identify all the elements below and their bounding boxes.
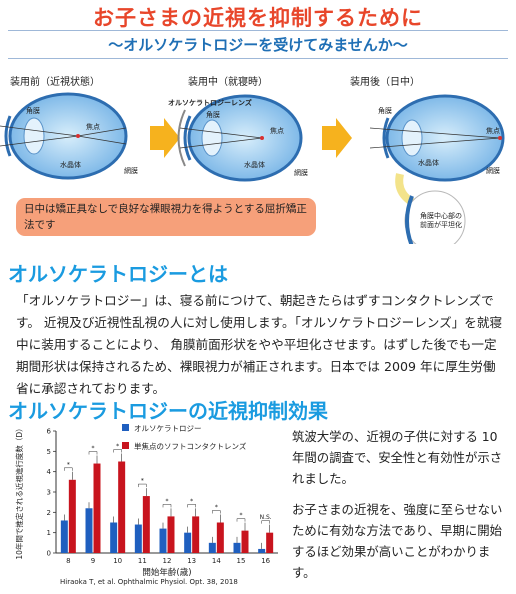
section-what-is-body: 「オルソケラトロジー」は、寝る前につけて、朝起きたらはずすコンタクトレンズです。… [16, 293, 503, 396]
x-tick-label: 13 [187, 557, 196, 565]
significance-label: * [166, 498, 169, 505]
significance-bracket [236, 518, 246, 522]
significance-label: * [240, 512, 243, 519]
significance-label: * [141, 478, 144, 485]
significance-label: * [190, 498, 193, 505]
bar-ortho [110, 522, 118, 553]
x-tick-label: 12 [163, 557, 172, 565]
x-tick-label: 14 [212, 557, 221, 565]
bar-soft-lens [68, 479, 76, 553]
y-tick-label: 3 [47, 489, 51, 497]
label-lens-3: 水晶体 [418, 159, 439, 167]
stage-after-label: 装用後（日中） [350, 77, 420, 88]
significance-label: * [67, 461, 70, 468]
x-tick-label: 9 [91, 557, 95, 565]
bar-soft-lens [192, 516, 200, 553]
y-tick-label: 4 [47, 468, 52, 476]
eye-after-diagram [369, 94, 505, 182]
y-tick-label: 5 [47, 448, 51, 456]
bar-soft-lens [118, 461, 126, 553]
significance-bracket [162, 504, 172, 508]
label-retina-2: 網膜 [294, 169, 308, 177]
stage-during-label: 装用中（就寝時） [188, 77, 268, 88]
bar-soft-lens [142, 496, 150, 553]
x-tick-label: 11 [138, 557, 147, 565]
significance-bracket [64, 467, 73, 471]
label-cornea-3: 角膜 [378, 107, 392, 115]
label-ortho-lens: オルソケラトロジーレンズ [168, 99, 252, 107]
page-subtitle: 〜オルソケラトロジーを受けてみませんか〜 [108, 36, 408, 54]
significance-bracket [261, 520, 270, 524]
stage-before-label: 装用前（近視状態） [10, 77, 100, 88]
label-retina-3: 網膜 [486, 167, 500, 175]
bar-ortho [208, 542, 216, 553]
bar-soft-lens [266, 532, 274, 553]
bar-ortho [60, 520, 68, 553]
legend-swatch [122, 424, 129, 431]
significance-bracket [88, 451, 98, 455]
legend-swatch [122, 442, 129, 449]
y-tick-label: 6 [47, 428, 52, 436]
legend-label: 単焦点のソフトコンタクトレンズ [134, 441, 247, 451]
significance-bracket [113, 449, 122, 453]
info-box: 日中は矯正具なしで良好な裸眼視力を得ようとする屈折矯正法です [16, 198, 316, 236]
significance-bracket [138, 483, 147, 488]
label-cornea: 角膜 [26, 107, 40, 115]
bar-ortho [233, 542, 241, 553]
section-what-is-title: オルソケラトロジーとは [8, 262, 228, 286]
label-lens: 水晶体 [60, 161, 81, 169]
bar-ortho [134, 524, 142, 553]
label-focus-2: 焦点 [270, 127, 284, 135]
bar-ortho [184, 532, 192, 553]
bar-soft-lens [167, 516, 175, 553]
x-tick-label: 8 [66, 557, 70, 565]
citation: Hiraoka T, et al. Ophthalmic Physiol. Op… [60, 578, 238, 586]
significance-bracket [187, 504, 196, 508]
page-title: お子さまの近視を抑制するために [93, 6, 423, 30]
eye-during-diagram [177, 94, 303, 182]
bar-ortho [258, 548, 266, 553]
arrow-icon [322, 118, 352, 158]
bar-soft-lens [93, 463, 101, 553]
x-axis-label: 開始年齢(歳) [142, 567, 191, 578]
x-tick-label: 15 [237, 557, 246, 565]
label-focus-3: 焦点 [486, 127, 500, 135]
significance-label: N.S. [260, 514, 272, 521]
eye-before-diagram [0, 92, 128, 180]
x-tick-label: 10 [113, 557, 122, 565]
conclusion-text: お子さまの近視を、強度に至らせないために有効な方法であり、早期に開始するほど効果… [292, 502, 503, 580]
label-lens-2: 水晶体 [244, 161, 265, 169]
eye-diagrams [0, 92, 505, 244]
bar-ortho [85, 508, 93, 553]
subtitle-divider [8, 58, 508, 59]
title-divider [8, 30, 508, 31]
significance-bracket [212, 510, 221, 514]
y-tick-label: 2 [47, 509, 51, 517]
study-text: 筑波大学の、近視の子供に対する 10 年間の調査で、安全性と有効性が示されました… [292, 429, 503, 486]
x-tick-label: 16 [261, 557, 270, 565]
bar-ortho [159, 528, 167, 553]
bar-soft-lens [216, 522, 224, 553]
y-tick-label: 1 [47, 529, 51, 537]
y-axis-label: 10年間で推定される近視進行度数（D） [14, 424, 24, 559]
significance-label: * [215, 504, 218, 511]
section-effect-title: オルソケラトロジーの近視抑制効果 [8, 399, 328, 423]
y-tick-label: 0 [47, 550, 51, 558]
label-retina: 網膜 [124, 167, 138, 175]
bar-soft-lens [241, 530, 249, 553]
significance-label: * [92, 445, 95, 452]
label-cornea-center: 角膜中心部の前面が平坦化 [420, 212, 462, 229]
label-cornea-2: 角膜 [206, 111, 220, 119]
significance-label: * [116, 443, 119, 450]
label-focus: 焦点 [86, 123, 100, 131]
arrow-icon [150, 118, 180, 158]
legend-label: オルソケラトロジー [134, 424, 202, 433]
